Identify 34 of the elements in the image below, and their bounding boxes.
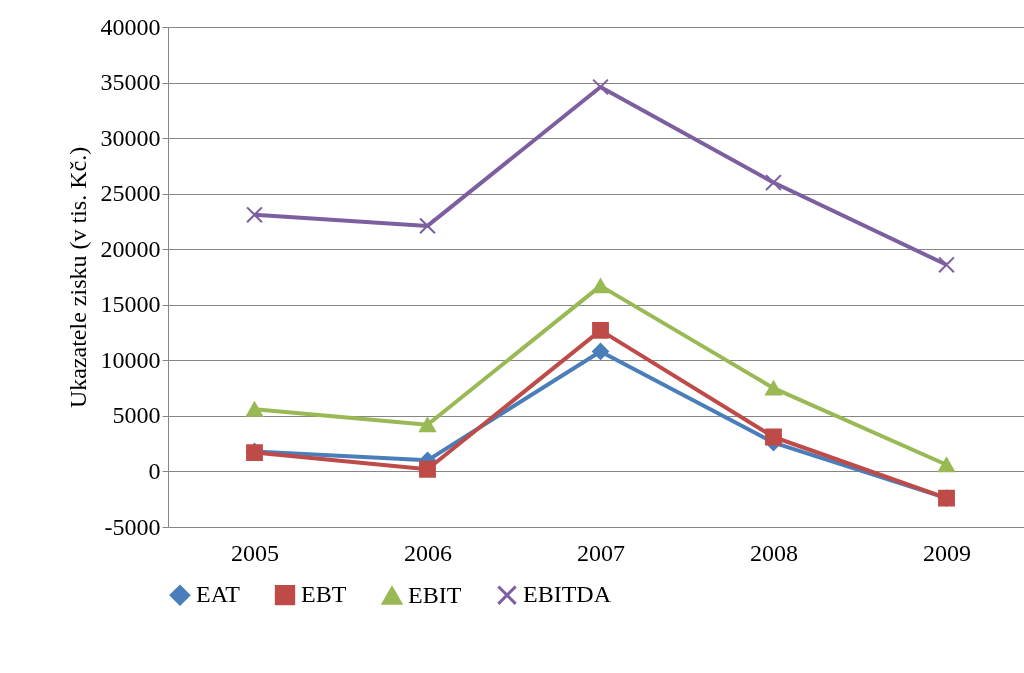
y-tick-label: 25000: [100, 180, 161, 207]
x-tick-label: 2009: [923, 539, 971, 566]
y-tick-label: 35000: [100, 69, 161, 96]
x-tick-label: 2006: [404, 539, 452, 566]
legend-label: EBT: [301, 581, 347, 608]
y-tick-label: 0: [148, 457, 161, 484]
point: [938, 457, 955, 473]
point: [765, 174, 782, 191]
point: [419, 460, 436, 478]
point: [419, 217, 436, 235]
y-tick-label: 15000: [100, 291, 161, 318]
y-tick-label: 20000: [100, 235, 161, 262]
point: [592, 78, 609, 96]
point: [592, 278, 609, 294]
y-tick-label: 40000: [100, 13, 161, 40]
point: [246, 206, 263, 224]
x-tick-label: 2005: [231, 539, 279, 566]
x-tick-label: 2008: [750, 539, 798, 566]
point: [419, 417, 436, 433]
point: [765, 380, 782, 396]
legend-label: EBIT: [408, 581, 462, 608]
point: [592, 321, 609, 339]
legend-label: EBITDA: [523, 581, 612, 608]
y-tick-label: 10000: [100, 346, 161, 373]
point: [246, 401, 263, 417]
point: [765, 428, 782, 446]
y-tick-label: 30000: [100, 124, 161, 151]
legend-label: EAT: [196, 581, 241, 608]
x-tick-label: 2007: [577, 539, 625, 566]
point: [592, 343, 609, 360]
point: [938, 256, 955, 274]
y-tick-label: 5000: [112, 402, 161, 429]
y-axis-title: Ukazatele zisku (v tis. Kč.): [64, 146, 91, 409]
y-tick-label: -5000: [104, 513, 161, 540]
